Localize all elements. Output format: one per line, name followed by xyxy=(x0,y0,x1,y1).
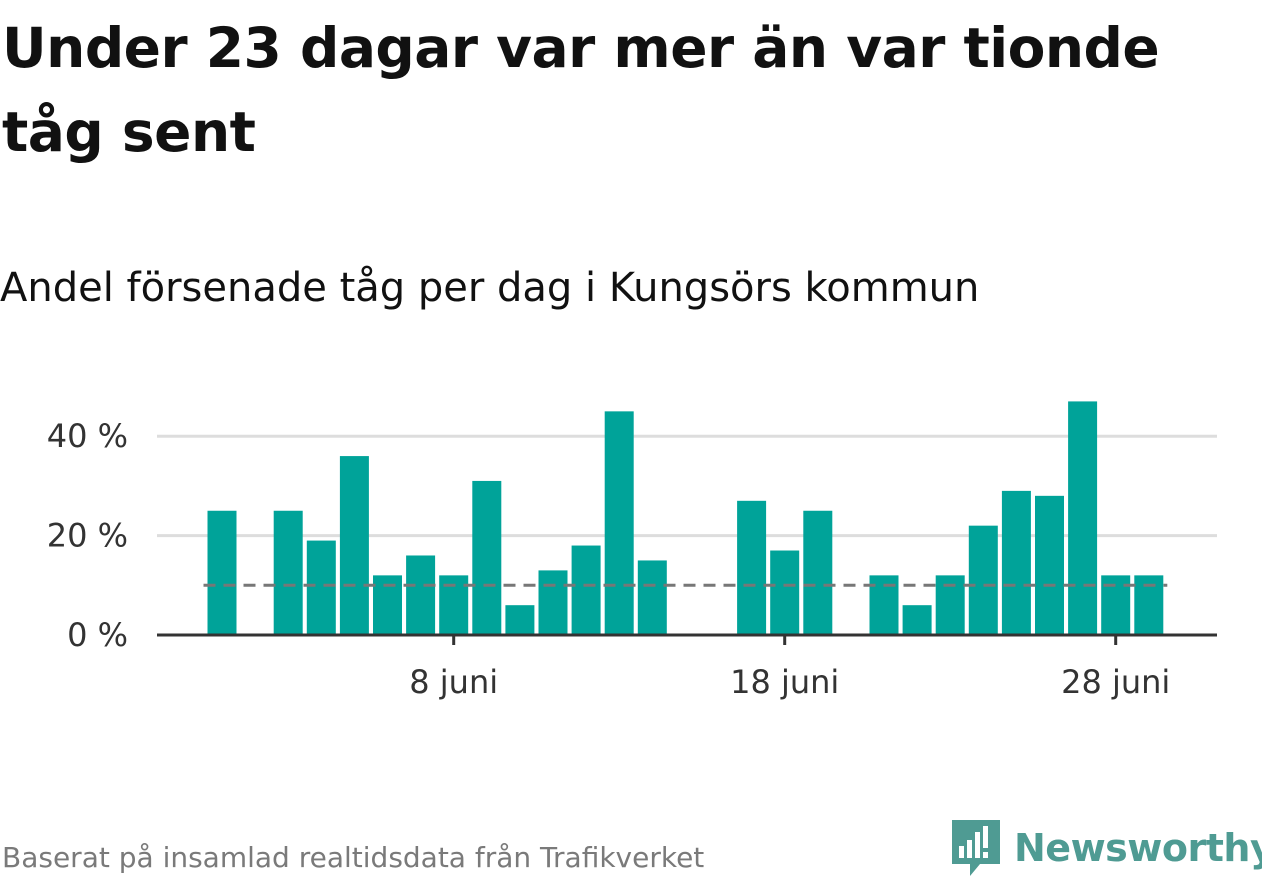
bar-chart: 0 % 20 % 40 % 8 juni 18 juni 28 juni xyxy=(47,401,1217,701)
source-note: Baserat på insamlad realtidsdata från Tr… xyxy=(2,841,705,874)
bar xyxy=(472,480,502,635)
bar xyxy=(207,510,237,635)
newsworthy-logo-icon xyxy=(952,820,1000,876)
x-tick-label: 8 juni xyxy=(409,663,498,701)
bar xyxy=(273,510,303,635)
brand-name: Newsworthy xyxy=(1014,826,1262,870)
brand-logo[interactable]: Newsworthy xyxy=(950,818,1262,878)
chart-title: Under 23 dagar var mer än var tionde tåg… xyxy=(2,16,1160,164)
bar xyxy=(1001,490,1031,635)
bar xyxy=(803,510,833,635)
bar xyxy=(737,500,767,635)
y-tick-label: 0 % xyxy=(67,616,128,654)
y-tick-label: 40 % xyxy=(47,417,128,455)
bar xyxy=(339,456,369,635)
x-tick-label: 28 juni xyxy=(1061,663,1170,701)
bar xyxy=(902,605,932,635)
bar xyxy=(1035,495,1064,635)
axes: 0 % 20 % 40 % 8 juni 18 juni 28 juni xyxy=(47,417,1217,701)
bar xyxy=(406,555,436,635)
bar xyxy=(1068,401,1098,635)
bar xyxy=(538,570,568,635)
bar xyxy=(968,525,998,635)
bar xyxy=(604,411,634,635)
bar xyxy=(505,605,535,635)
x-tick-label: 18 juni xyxy=(730,663,839,701)
bars xyxy=(207,401,1164,635)
bar xyxy=(637,560,667,635)
bar xyxy=(770,550,800,635)
bar xyxy=(571,545,601,635)
y-tick-label: 20 % xyxy=(47,517,128,555)
chart-subtitle: Andel försenade tåg per dag i Kungsörs k… xyxy=(0,265,980,311)
bar xyxy=(306,540,336,635)
